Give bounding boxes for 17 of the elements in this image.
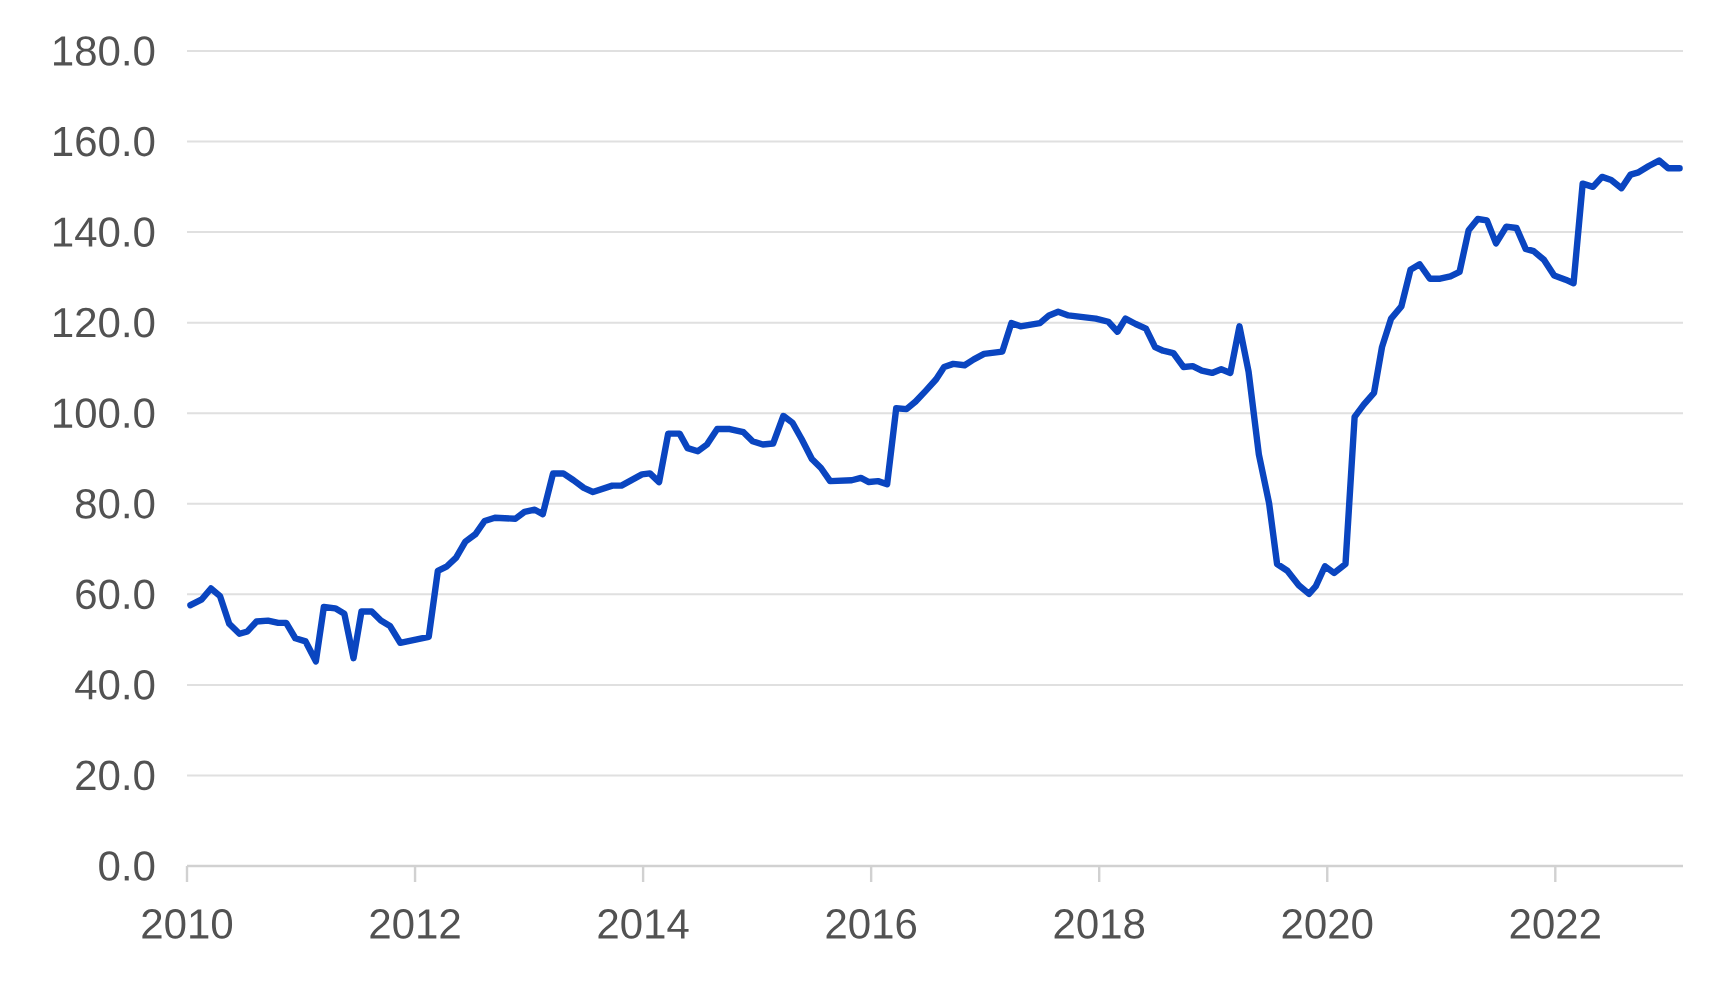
y-tick-label: 0.0 <box>99 851 155 881</box>
x-tick-label: 2020 <box>1282 909 1373 939</box>
y-tick-label: 20.0 <box>76 760 155 791</box>
x-tick-label: 2018 <box>1054 909 1145 939</box>
x-tick-label: 2016 <box>826 909 917 939</box>
x-tick-label: 2022 <box>1510 909 1600 939</box>
y-tick-label: 180.0 <box>54 36 155 66</box>
y-tick-label: 40.0 <box>75 670 155 700</box>
y-tick-label: 80.0 <box>76 488 155 519</box>
y-tick-label: 140.0 <box>54 217 155 247</box>
y-tick-label: 160.0 <box>54 126 155 157</box>
y-tick-label: 60.0 <box>76 579 155 610</box>
x-tick-label: 2010 <box>142 909 233 939</box>
y-tick-label: 120.0 <box>54 307 155 338</box>
x-tick-label: 2014 <box>598 909 689 939</box>
y-tick-label: 100.0 <box>54 398 155 429</box>
x-tick-label: 2012 <box>370 909 460 939</box>
